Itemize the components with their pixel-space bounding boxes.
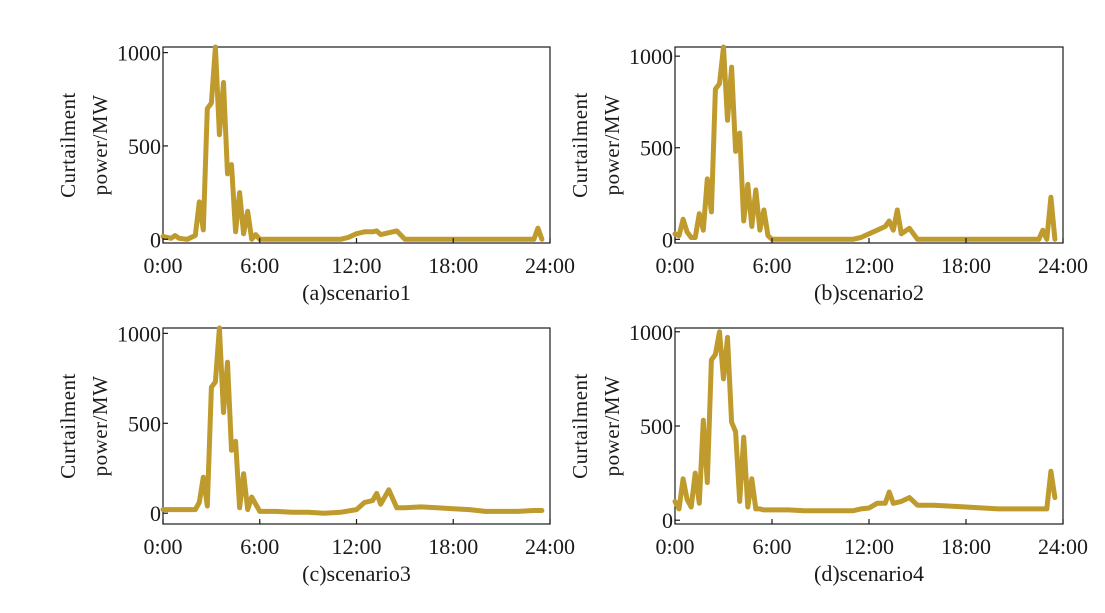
x-tick-label: 0:00	[655, 534, 694, 559]
x-tick-label: 12:00	[331, 534, 381, 559]
chart-panel-1: 0:00 6:00 12:00 18:00 24:00 0 500 1000 Curtailme…	[56, 41, 575, 305]
panel-caption: (d)scenario4	[814, 561, 924, 586]
x-tick-label: 12:00	[331, 253, 381, 278]
x-tick-label: 12:00	[844, 253, 894, 278]
y-tick-label: 500	[128, 411, 161, 436]
y-tick-label: 1000	[629, 44, 673, 69]
y-tick-label: 500	[640, 414, 673, 439]
y-tick-label: 1000	[117, 321, 161, 346]
y-axis-label: Curtailment	[56, 373, 80, 479]
series-line	[672, 329, 1058, 514]
y-tick-label: 500	[128, 134, 161, 159]
series-line	[160, 44, 545, 242]
y-tick-label: 0	[662, 227, 673, 252]
y-axis-label: Curtailment	[568, 373, 592, 479]
chart-panel-2: 0:00 6:00 12:00 18:00 24:00 0 500 1000 Curtailme…	[568, 44, 1088, 305]
y-tick-label: 0	[150, 501, 161, 526]
panel-caption: (b)scenario2	[814, 280, 924, 305]
x-tick-label: 18:00	[941, 534, 991, 559]
y-tick-label: 1000	[629, 320, 673, 345]
x-tick-label: 18:00	[941, 253, 991, 278]
panel-caption: (a)scenario1	[302, 280, 411, 305]
x-tick-label: 6:00	[752, 253, 791, 278]
y-tick-label: 500	[640, 136, 673, 161]
y-axis-label: power/MW	[600, 376, 624, 477]
x-tick-label: 24:00	[525, 253, 575, 278]
chart-panel-3: 0:00 6:00 12:00 18:00 24:00 0 500 1000 Curtailme…	[56, 321, 575, 586]
y-axis-label: power/MW	[88, 95, 112, 196]
panel-caption: (c)scenario3	[302, 561, 411, 586]
x-tick-label: 24:00	[525, 534, 575, 559]
series-line	[672, 44, 1058, 242]
x-tick-label: 6:00	[240, 253, 279, 278]
x-tick-label: 0:00	[143, 253, 182, 278]
plot-frame	[162, 46, 551, 244]
y-tick-label: 0	[150, 227, 161, 252]
y-axis-label: Curtailment	[568, 92, 592, 198]
series-line	[160, 325, 545, 516]
x-tick-label: 18:00	[428, 534, 478, 559]
x-tick-label: 24:00	[1038, 534, 1088, 559]
x-tick-label: 6:00	[752, 534, 791, 559]
x-tick-label: 0:00	[655, 253, 694, 278]
x-tick-label: 0:00	[143, 534, 182, 559]
y-tick-label: 0	[662, 508, 673, 533]
y-axis-label: power/MW	[88, 376, 112, 477]
y-tick-label: 1000	[117, 41, 161, 66]
x-tick-label: 18:00	[428, 253, 478, 278]
y-axis-label: Curtailment	[56, 92, 80, 198]
x-tick-label: 12:00	[844, 534, 894, 559]
x-tick-label: 24:00	[1038, 253, 1088, 278]
x-tick-label: 6:00	[240, 534, 279, 559]
y-axis-label: power/MW	[600, 95, 624, 196]
chart-panel-4: 0:00 6:00 12:00 18:00 24:00 0 500 1000 Curtailme…	[568, 320, 1088, 586]
